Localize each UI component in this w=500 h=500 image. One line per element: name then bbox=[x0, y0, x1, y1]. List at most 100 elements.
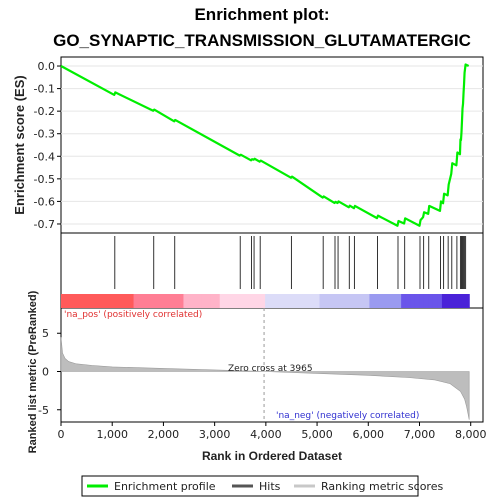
heatmap-segment bbox=[156, 294, 162, 308]
metric-tick-label: 5 bbox=[42, 327, 49, 340]
x-tick-label: 0 bbox=[58, 428, 65, 441]
heatmap-segment bbox=[61, 294, 67, 308]
heatmap-segment bbox=[301, 294, 307, 308]
heatmap-segment bbox=[110, 294, 117, 308]
heatmap-segment bbox=[88, 294, 94, 308]
heatmap-segment bbox=[364, 294, 370, 308]
heatmap-segment bbox=[333, 294, 339, 308]
heatmap-segment bbox=[133, 294, 139, 308]
heatmap-segment bbox=[396, 294, 402, 308]
heatmap-segment bbox=[351, 294, 357, 308]
heatmap-segment bbox=[464, 294, 470, 308]
legend-hits-label: Hits bbox=[259, 480, 281, 493]
heatmap-segment bbox=[360, 294, 366, 308]
heatmap-segment bbox=[129, 294, 135, 308]
chart-title-line2: GO_SYNAPTIC_TRANSMISSION_GLUTAMATERGIC bbox=[53, 31, 471, 50]
zero-cross-label: Zero cross at 3965 bbox=[228, 364, 313, 374]
heatmap-segment bbox=[74, 294, 80, 308]
enrichment-profile-curve bbox=[60, 63, 470, 227]
x-axis-label: Rank in Ordered Dataset bbox=[202, 449, 342, 463]
heatmap-segment bbox=[269, 294, 275, 308]
heatmap-segment bbox=[265, 294, 271, 308]
heatmap-segment bbox=[305, 294, 312, 308]
heatmap-segment bbox=[242, 294, 248, 308]
x-tick-label: 7,000 bbox=[404, 428, 436, 441]
heatmap-segment bbox=[206, 294, 212, 308]
heatmap-segment bbox=[79, 294, 85, 308]
heatmap-segment bbox=[342, 294, 348, 308]
metric-tick-label: -5 bbox=[38, 404, 49, 417]
heatmap-segment bbox=[278, 294, 284, 308]
heatmap-segment bbox=[260, 294, 266, 308]
metric-panel-frame bbox=[60, 307, 484, 423]
heatmap-segment bbox=[215, 294, 221, 308]
x-tick-label: 5,000 bbox=[301, 428, 333, 441]
es-tick-label: -0.4 bbox=[34, 150, 55, 163]
ranking-heatmap-bar bbox=[61, 294, 470, 308]
heatmap-segment bbox=[192, 294, 198, 308]
heatmap-segment bbox=[337, 294, 343, 308]
heatmap-segment bbox=[224, 294, 230, 308]
heatmap-segment bbox=[346, 294, 352, 308]
heatmap-segment bbox=[451, 294, 457, 308]
es-tick-label: -0.6 bbox=[34, 195, 55, 208]
heatmap-segment bbox=[287, 294, 293, 308]
heatmap-segment bbox=[201, 294, 207, 308]
heatmap-segment bbox=[83, 294, 89, 308]
heatmap-segment bbox=[310, 294, 316, 308]
heatmap-segment bbox=[283, 294, 289, 308]
heatmap-segment bbox=[65, 294, 71, 308]
es-gridlines bbox=[61, 65, 483, 225]
heatmap-segment bbox=[97, 294, 103, 308]
heatmap-segment bbox=[296, 294, 302, 308]
heatmap-segment bbox=[70, 294, 76, 308]
heatmap-segment bbox=[210, 294, 216, 308]
es-axis-label: Enrichment score (ES) bbox=[12, 75, 27, 214]
heatmap-segment bbox=[441, 294, 448, 308]
heatmap-segment bbox=[446, 294, 452, 308]
heatmap-segment bbox=[151, 294, 157, 308]
heatmap-segment bbox=[187, 294, 194, 308]
metric-area-fill bbox=[60, 337, 470, 420]
es-tick-label: 0.0 bbox=[38, 60, 56, 73]
es-tick-label: -0.3 bbox=[34, 128, 55, 141]
heatmap-segment bbox=[455, 294, 461, 308]
heatmap-segment bbox=[138, 294, 144, 308]
heatmap-segment bbox=[169, 294, 175, 308]
enrichment-profile-line bbox=[60, 63, 470, 227]
na-neg-label: 'na_neg' (negatively correlated) bbox=[276, 411, 419, 421]
es-tick-label: -0.1 bbox=[34, 83, 55, 96]
heatmap-segment bbox=[178, 294, 185, 308]
ranking-metric-area bbox=[60, 308, 470, 422]
heatmap-segment bbox=[237, 294, 244, 308]
heatmap-segment bbox=[378, 294, 384, 308]
es-tick-label: -0.2 bbox=[34, 105, 55, 118]
heatmap-segment bbox=[147, 294, 153, 308]
chart-title-line1: Enrichment plot: bbox=[194, 5, 329, 24]
heatmap-segment bbox=[119, 294, 126, 308]
heatmap-segment bbox=[419, 294, 425, 308]
heatmap-segment bbox=[319, 294, 325, 308]
legend-enrichment-label: Enrichment profile bbox=[114, 480, 216, 493]
heatmap-segment bbox=[423, 294, 429, 308]
heatmap-segment bbox=[233, 294, 239, 308]
metric-axis-label: Ranked list metric (PreRanked) bbox=[27, 290, 39, 453]
heatmap-segment bbox=[369, 294, 375, 308]
heatmap-segment bbox=[183, 294, 189, 308]
legend-metric-label: Ranking metric scores bbox=[321, 480, 443, 493]
heatmap-segment bbox=[410, 294, 416, 308]
heatmap-segment bbox=[328, 294, 334, 308]
heatmap-segment bbox=[324, 294, 330, 308]
heatmap-segment bbox=[142, 294, 148, 308]
heatmap-segment bbox=[274, 294, 280, 308]
heatmap-segment bbox=[256, 294, 262, 308]
heatmap-segment bbox=[387, 294, 393, 308]
es-panel-frame bbox=[60, 56, 484, 234]
heatmap-segment bbox=[314, 294, 321, 308]
x-axis-ticks: 0 1,000 2,000 3,000 4,000 5,000 6,000 7,000 8,00… bbox=[58, 422, 486, 441]
heatmap-segment bbox=[373, 294, 380, 308]
es-y-ticks: 0.0 -0.1 -0.2 -0.3 -0.4 -0.5 -0.6 -0.7 bbox=[34, 60, 61, 231]
heatmap-segment bbox=[228, 294, 234, 308]
x-tick-label: 2,000 bbox=[148, 428, 180, 441]
